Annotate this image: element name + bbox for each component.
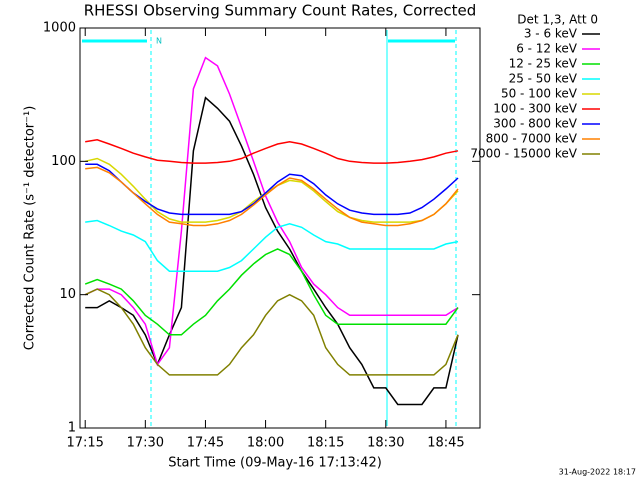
flags: N <box>82 30 457 426</box>
x-tick-label: 18:30 <box>367 436 404 451</box>
legend-title: Det 1,3, Att 0 <box>517 13 598 27</box>
x-tick-label: 17:15 <box>66 436 103 451</box>
y-tick-label: 1 <box>68 421 76 436</box>
series-line <box>85 166 459 227</box>
series-line <box>85 163 459 216</box>
series-line <box>85 157 459 223</box>
legend-label: 6 - 12 keV <box>516 42 578 56</box>
series-line <box>85 96 459 406</box>
series-line <box>84 248 459 336</box>
y-axis-label: Corrected Count Rate (s⁻¹ detector⁻¹) <box>23 106 38 351</box>
y-tick-label: 10 <box>59 287 76 302</box>
x-tick-label: 18:00 <box>247 436 284 451</box>
legend-label: 7000 - 15000 keV <box>470 147 577 161</box>
series-line <box>84 288 459 376</box>
series-line <box>85 139 459 164</box>
legend-label: 300 - 800 keV <box>493 117 577 131</box>
footer: 31-Aug-2022 18:17 <box>559 468 636 477</box>
plot-frame <box>79 27 481 429</box>
legend-label: 800 - 7000 keV <box>486 132 578 146</box>
x-tick-label: 17:30 <box>127 436 164 451</box>
series-line <box>85 219 459 272</box>
legend-label: 25 - 50 keV <box>509 72 578 86</box>
legend-label: 100 - 300 keV <box>493 102 577 116</box>
chart-title: RHESSI Observing Summary Count Rates, Co… <box>84 2 477 20</box>
y-tick-label: 1000 <box>43 21 76 36</box>
legend-label: 12 - 25 keV <box>509 57 578 71</box>
series-line <box>84 56 459 367</box>
y-tick-label: 100 <box>51 154 76 169</box>
flag-label: N <box>156 37 162 46</box>
legend-label: 3 - 6 keV <box>524 27 578 41</box>
x-tick-label: 18:15 <box>307 436 344 451</box>
x-tick-label: 18:45 <box>427 436 464 451</box>
legend-label: 50 - 100 keV <box>501 87 578 101</box>
x-tick-label: 17:45 <box>187 436 224 451</box>
x-axis-label: Start Time (09-May-16 17:13:42) <box>168 456 382 471</box>
